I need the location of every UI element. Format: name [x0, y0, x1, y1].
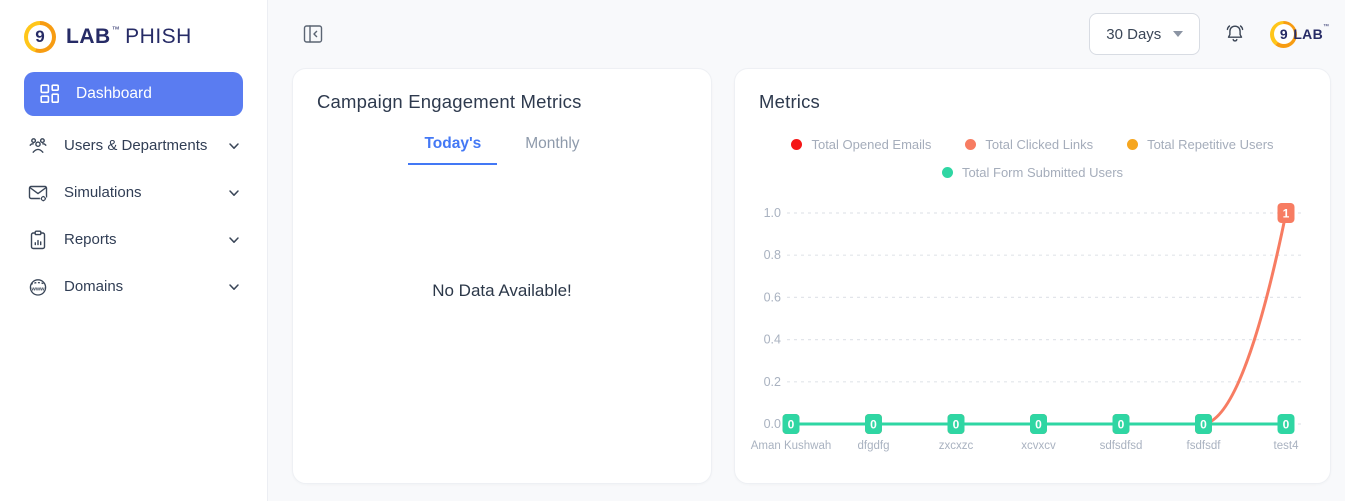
mail-gear-icon: [28, 185, 48, 202]
legend-label: Total Clicked Links: [985, 137, 1094, 152]
metrics-chart-area: 1.0 0.8 0.6 0.4 0.2 0.0 Aman Kushwah dfgdfg zxcx…: [735, 197, 1332, 483]
svg-text:sdfsdfsd: sdfsdfsd: [1100, 440, 1143, 452]
svg-text:dfgdfg: dfgdfg: [858, 440, 890, 452]
report-clipboard-icon: [30, 230, 46, 249]
sidebar-item-label: Domains: [64, 278, 124, 295]
sidebar-item-dashboard[interactable]: Dashboard: [24, 72, 243, 116]
users-icon: [29, 137, 47, 153]
sidebar-item-label: Reports: [64, 231, 117, 248]
legend-label: Total Opened Emails: [811, 137, 932, 152]
svg-text:www: www: [30, 286, 45, 292]
chevron-down-icon: [229, 283, 239, 290]
legend-dot-amber: [1127, 139, 1139, 150]
svg-text:0: 0: [870, 417, 877, 431]
brand-badge-text: LAB: [1293, 26, 1323, 42]
legend-dot-red: [791, 139, 803, 150]
brand-mark-digit: 9: [28, 25, 52, 49]
legend-label: Total Repetitive Users: [1147, 137, 1274, 152]
brand-9-icon: 9: [24, 21, 56, 53]
campaign-card-title: Campaign Engagement Metrics: [317, 91, 582, 112]
tab-todays[interactable]: Today's: [408, 129, 498, 165]
campaign-engagement-card: Campaign Engagement Metrics Today's Mont…: [292, 68, 712, 484]
period-dropdown[interactable]: 30 Days: [1089, 13, 1201, 55]
caret-down-icon: [1173, 31, 1184, 37]
corner-brand-logo[interactable]: 9 LAB ™: [1270, 20, 1329, 48]
app-logo: 9 LAB ™ PHISH: [0, 0, 267, 58]
sidebar-item-label: Users & Departments: [64, 137, 208, 154]
svg-text:0: 0: [1035, 417, 1042, 431]
sidebar-item-label: Dashboard: [76, 85, 152, 102]
legend-item-repetitive-users: Total Repetitive Users: [1127, 137, 1274, 152]
sidebar-item-simulations[interactable]: Simulations: [24, 169, 243, 216]
globe-www-icon: www: [29, 278, 47, 296]
campaign-tabs: Today's Monthly: [293, 129, 711, 165]
legend-row-2: Total Form Submitted Users: [735, 165, 1330, 180]
sidebar: 9 LAB ™ PHISH Dashboard: [0, 0, 268, 501]
tab-monthly[interactable]: Monthly: [525, 135, 580, 152]
svg-text:0.2: 0.2: [764, 375, 781, 389]
metrics-card: Metrics Total Opened Emails Total Clicke…: [734, 68, 1331, 484]
metrics-chart: 1.0 0.8 0.6 0.4 0.2 0.0 Aman Kushwah dfgdfg zxcx…: [751, 203, 1301, 452]
sidebar-item-label: Simulations: [64, 184, 142, 201]
brand-mark-digit: 9: [1273, 24, 1294, 44]
period-dropdown-value: 30 Days: [1106, 25, 1162, 43]
sidebar-item-users-departments[interactable]: Users & Departments: [24, 122, 243, 169]
topbar-right-cluster: 30 Days 9 LAB ™: [1089, 13, 1345, 55]
sidebar-nav: Dashboard Users & Departments: [0, 58, 267, 310]
brand-name: LAB ™ PHISH: [66, 25, 192, 49]
legend-row-1: Total Opened Emails Total Clicked Links …: [735, 137, 1330, 152]
legend-label: Total Form Submitted Users: [961, 165, 1124, 180]
svg-text:0: 0: [1283, 417, 1290, 431]
metrics-card-title: Metrics: [759, 91, 821, 112]
brand-name-bold: LAB: [66, 25, 111, 48]
svg-text:0.8: 0.8: [764, 248, 781, 262]
svg-text:fsdfsdf: fsdfsdf: [1187, 440, 1222, 452]
svg-text:xcvxcv: xcvxcv: [1021, 440, 1056, 452]
svg-text:0: 0: [953, 417, 960, 431]
svg-text:1: 1: [1283, 206, 1290, 220]
brand-9-icon: 9: [1270, 20, 1298, 48]
chevron-down-icon: [229, 142, 239, 149]
dashboard-grid-icon: [40, 84, 59, 103]
svg-text:test4: test4: [1274, 440, 1300, 452]
chevron-down-icon: [229, 236, 239, 243]
brand-name-light: PHISH: [125, 25, 192, 48]
svg-text:1.0: 1.0: [764, 206, 781, 220]
notification-bell-icon[interactable]: [1224, 23, 1246, 45]
svg-text:0: 0: [788, 417, 795, 431]
sidebar-item-reports[interactable]: Reports: [24, 216, 243, 263]
panel-collapse-icon[interactable]: [303, 24, 323, 44]
svg-text:0.4: 0.4: [764, 333, 781, 347]
legend-dot-teal: [941, 167, 953, 178]
legend-item-opened-emails: Total Opened Emails: [791, 137, 931, 152]
svg-text:0.6: 0.6: [764, 290, 781, 304]
svg-text:zxcxzc: zxcxzc: [939, 440, 974, 452]
brand-trademark: ™: [111, 25, 121, 34]
legend-dot-salmon: [965, 139, 977, 150]
legend-item-clicked-links: Total Clicked Links: [965, 137, 1093, 152]
sidebar-item-domains[interactable]: www Domains: [24, 263, 243, 310]
svg-text:Aman Kushwah: Aman Kushwah: [751, 440, 832, 452]
svg-text:0.0: 0.0: [764, 417, 781, 431]
chevron-down-icon: [229, 189, 239, 196]
svg-text:0: 0: [1118, 417, 1125, 431]
chart-legend: Total Opened Emails Total Clicked Links …: [735, 137, 1330, 180]
svg-text:0: 0: [1200, 417, 1207, 431]
legend-item-form-submitted: Total Form Submitted Users: [941, 165, 1124, 180]
brand-trademark: ™: [1323, 23, 1329, 30]
no-data-message: No Data Available!: [432, 281, 572, 300]
topbar: 30 Days 9 LAB ™: [268, 0, 1345, 68]
